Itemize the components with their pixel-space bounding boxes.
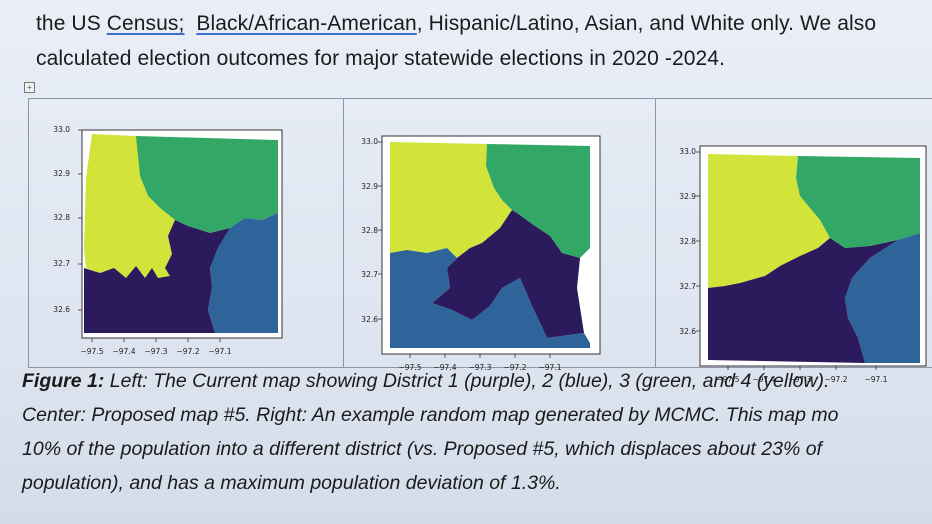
map-current: −97.5 −97.4 −97.3 −97.2 −97.1 33.0 32.9 … <box>40 118 290 363</box>
x-tick-label: −97.5 <box>717 375 740 384</box>
district-4-region <box>390 142 512 258</box>
figure-caption-line-4: population), and has a maximum populatio… <box>22 472 561 494</box>
district-2-region <box>390 248 590 348</box>
x-tick-label: −97.4 <box>753 375 776 384</box>
table-cell-border <box>343 98 344 368</box>
district-3-region <box>796 156 920 248</box>
x-tick-label: −97.1 <box>539 363 562 372</box>
district-4-region <box>84 134 175 278</box>
x-tick-label: −97.2 <box>504 363 527 372</box>
district-3-region <box>486 144 590 258</box>
district-regions <box>390 142 590 348</box>
x-tick-label: −97.3 <box>469 363 492 372</box>
table-top-border <box>28 98 932 99</box>
census-link-text: Census; <box>106 12 185 35</box>
x-tick-label: −97.4 <box>434 363 457 372</box>
body-text-prefix: the US <box>36 12 107 35</box>
caption-text: Left: The Current map showing District 1… <box>104 370 830 392</box>
district-regions <box>708 154 920 363</box>
y-tick-label: 33.0 <box>361 137 378 146</box>
x-tick-label: −97.4 <box>113 347 136 356</box>
y-tick-label: 32.6 <box>679 327 696 336</box>
x-tick-label: −97.2 <box>177 347 200 356</box>
y-tick-label: 32.6 <box>53 305 70 314</box>
figure-caption-line-1: Figure 1: Left: The Current map showing … <box>22 370 829 393</box>
table-cell-border <box>28 98 29 368</box>
x-tick-label: −97.1 <box>209 347 232 356</box>
y-tick-label: 33.0 <box>679 147 696 156</box>
district-regions <box>84 134 278 333</box>
body-text-rest: , Hispanic/Latino, Asian, and White only… <box>416 12 877 35</box>
y-tick-label: 32.9 <box>361 182 378 191</box>
y-tick-label: 32.7 <box>679 282 696 291</box>
x-tick-label: −97.5 <box>81 347 104 356</box>
y-tick-label: 32.9 <box>679 192 696 201</box>
district-3-region <box>136 136 278 233</box>
map-random-mcmc: −97.5 −97.4 −97.3 −97.2 −97.1 33.0 32.9 … <box>670 138 932 384</box>
figure-table <box>28 98 932 368</box>
black-african-american-text: Black/African-American <box>196 12 417 35</box>
y-tick-label: 32.9 <box>53 169 70 178</box>
x-tick-label: −97.5 <box>399 363 422 372</box>
table-cell-border <box>655 98 656 368</box>
district-2-region <box>845 233 920 363</box>
district-1-region <box>432 210 584 338</box>
x-tick-label: −97.2 <box>825 375 848 384</box>
y-tick-label: 32.7 <box>361 270 378 279</box>
y-tick-label: 32.8 <box>361 226 378 235</box>
table-anchor-icon[interactable]: + <box>24 82 35 93</box>
district-4-region <box>708 154 830 288</box>
y-tick-label: 32.8 <box>679 237 696 246</box>
x-tick-label: −97.3 <box>145 347 168 356</box>
y-tick-label: 32.7 <box>53 259 70 268</box>
x-tick-label: −97.3 <box>789 375 812 384</box>
figure-caption-line-2: Center: Proposed map #5. Right: An examp… <box>22 404 839 426</box>
district-1-region <box>708 238 898 363</box>
table-bottom-border <box>28 367 932 368</box>
y-tick-label: 33.0 <box>53 125 70 134</box>
x-tick-label: −97.1 <box>865 375 888 384</box>
body-text-line-1: the US Census; Black/African-American, H… <box>36 12 876 36</box>
district-2-region <box>208 213 278 333</box>
y-tick-label: 32.8 <box>53 213 70 222</box>
y-tick-label: 32.6 <box>361 315 378 324</box>
map-proposed-5: −97.5 −97.4 −97.3 −97.2 −97.1 33.0 32.9 … <box>352 128 602 373</box>
district-1-region <box>84 220 230 333</box>
figure-label: Figure 1: <box>22 370 105 392</box>
body-text-line-2: calculated election outcomes for major s… <box>36 47 726 70</box>
figure-caption-line-3: 10% of the population into a different d… <box>22 438 822 460</box>
